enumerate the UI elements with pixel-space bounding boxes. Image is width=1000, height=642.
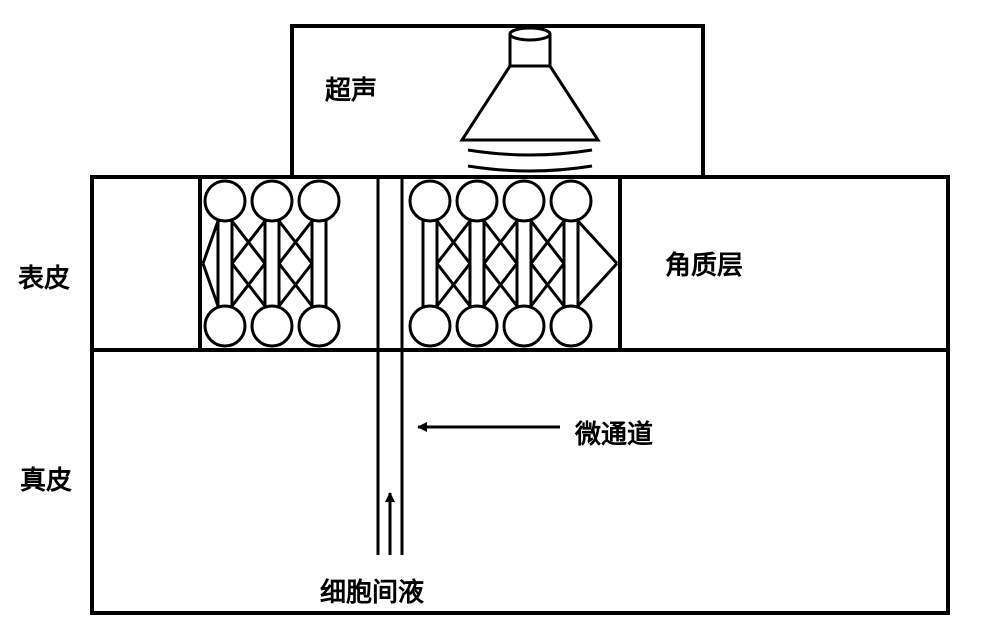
label-microchannel: 微通道 <box>575 414 653 451</box>
label-epidermis: 表皮 <box>18 258 70 295</box>
label-interstitial-fluid: 细胞间液 <box>320 572 424 609</box>
label-dermis: 真皮 <box>20 460 72 497</box>
diagram-canvas: 超声 角质层 表皮 真皮 微通道 细胞间液 <box>0 0 1000 642</box>
label-ultrasound: 超声 <box>325 70 377 107</box>
skin-box <box>90 175 950 615</box>
label-stratum-corneum: 角质层 <box>665 245 743 282</box>
